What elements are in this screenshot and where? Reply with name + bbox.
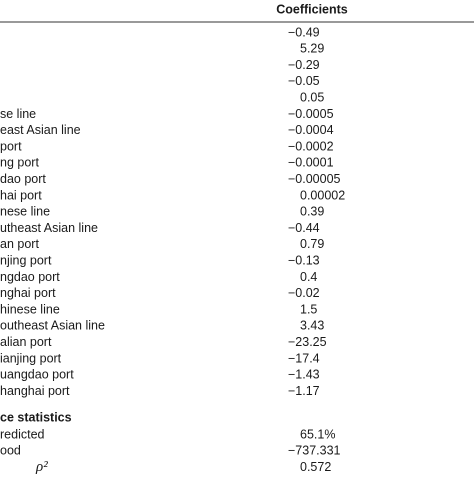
row-value: −0.05 [288, 74, 320, 88]
row-label: port [0, 139, 22, 153]
row-value: 0.39 [300, 205, 324, 219]
row-value: 0.79 [300, 237, 324, 251]
row-label: nghai port [0, 286, 56, 300]
row-value: 5.29 [300, 42, 324, 56]
row-value: −1.17 [288, 384, 320, 398]
row-value: −0.49 [288, 25, 320, 39]
row-value: 0.4 [300, 270, 317, 284]
row-value: −0.0004 [288, 123, 334, 137]
stat-value: −737.331 [288, 444, 341, 458]
row-label: uangdao port [0, 368, 74, 382]
row-label: ianjing port [0, 351, 62, 365]
row-label: hai port [0, 188, 42, 202]
row-value: −17.4 [288, 351, 320, 365]
column-header: Coefficients [276, 2, 348, 16]
row-label: nese line [0, 205, 50, 219]
row-value: −0.0005 [288, 107, 334, 121]
row-label: njing port [0, 253, 52, 267]
row-label: east Asian line [0, 123, 81, 137]
stat-value: 65.1% [300, 427, 335, 441]
stat-label: redicted [0, 427, 45, 441]
row-value: −0.13 [288, 253, 320, 267]
row-label: alian port [0, 335, 52, 349]
row-value: −0.0001 [288, 156, 334, 170]
row-value: −1.43 [288, 368, 320, 382]
row-label: hanghai port [0, 384, 70, 398]
section-heading: ce statistics [0, 410, 72, 424]
row-label: se line [0, 107, 36, 121]
row-value: −0.44 [288, 221, 320, 235]
row-value: −0.29 [288, 58, 320, 72]
row-label: utheast Asian line [0, 221, 98, 235]
row-value: 3.43 [300, 319, 324, 333]
stat-label: ρ² [35, 459, 48, 474]
row-label: an port [0, 237, 39, 251]
row-value: −23.25 [288, 335, 327, 349]
row-value: −0.02 [288, 286, 320, 300]
row-label: ngdao port [0, 270, 60, 284]
row-label: ng port [0, 156, 39, 170]
stat-value: 0.572 [300, 460, 331, 474]
row-value: −0.00005 [288, 172, 341, 186]
row-label: dao port [0, 172, 46, 186]
stat-label: ood [0, 444, 21, 458]
row-value: 1.5 [300, 302, 317, 316]
row-value: 0.05 [300, 90, 324, 104]
row-label: hinese line [0, 302, 60, 316]
row-label: outheast Asian line [0, 319, 105, 333]
row-value: 0.00002 [300, 188, 345, 202]
row-value: −0.0002 [288, 139, 334, 153]
